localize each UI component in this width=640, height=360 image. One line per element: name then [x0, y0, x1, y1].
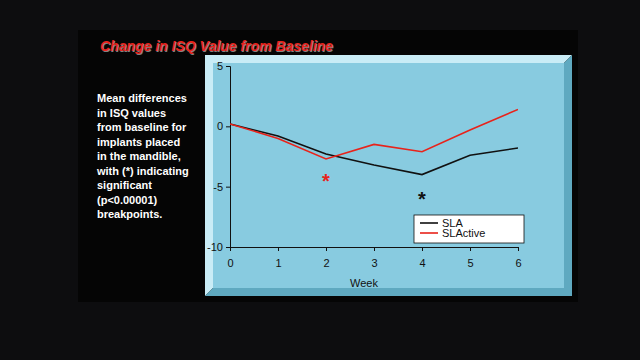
annotation: *: [322, 170, 330, 192]
axis-line: [226, 67, 231, 248]
background: [0, 0, 640, 360]
tick-mark: [226, 247, 230, 248]
tick-label: -10: [207, 241, 223, 253]
x-axis: 0 1 2 3 4 5 6: [227, 247, 521, 269]
tick: 0: [217, 120, 230, 132]
slide: [78, 30, 578, 302]
tick-label: 0: [217, 120, 223, 132]
tick-label: 0: [227, 257, 233, 269]
tick-label: 4: [419, 257, 425, 269]
y-axis: -10 -5 0 5: [207, 60, 230, 253]
subtitle-line: significant: [97, 179, 152, 191]
title-shadow: Change in ISQ Value from Baseline: [101, 39, 334, 55]
tick: 1: [275, 247, 281, 269]
tick: 0: [227, 247, 233, 269]
title: Change in ISQ Value from Baseline: [100, 38, 333, 54]
panel-bevel-light: [205, 55, 572, 296]
tick-label: 1: [275, 257, 281, 269]
tick-mark: [518, 247, 519, 251]
subtitle-line: (p<0.00001): [97, 194, 158, 206]
axis-line: [231, 248, 519, 252]
subtitle-line: breakpoints.: [97, 208, 162, 220]
tick-mark: [226, 66, 230, 67]
tick-mark: [470, 247, 471, 251]
legend-swatch: [420, 232, 438, 234]
subtitle: Mean differences in ISQ values from baseli…: [96, 92, 189, 220]
tick: -10: [207, 241, 230, 253]
tick-label: -5: [213, 181, 223, 193]
chart-root: Change in ISQ Value from BaselineChange …: [0, 0, 640, 360]
tick-mark: [226, 187, 230, 188]
tick: -5: [213, 181, 230, 193]
series-line: [230, 124, 518, 175]
series-line: [230, 109, 518, 158]
tick-label: 2: [323, 257, 329, 269]
tick-label: 3: [371, 257, 377, 269]
tick: 6: [515, 247, 521, 269]
plot-panel: [213, 63, 564, 288]
legend: SLASLActive: [414, 215, 524, 243]
tick-mark: [230, 247, 231, 251]
subtitle-line: Mean differences: [97, 92, 187, 104]
subtitle-line: in ISQ values: [97, 107, 166, 119]
tick-mark: [422, 247, 423, 251]
tick-label: 5: [467, 257, 473, 269]
tick-label: 5: [217, 60, 223, 72]
tick-mark: [226, 126, 230, 127]
plot-area: [230, 109, 518, 174]
tick-mark: [326, 247, 327, 251]
subtitle-line: implants placed: [97, 136, 180, 148]
annotation: *: [418, 188, 426, 210]
subtitle-line: in the mandible,: [97, 150, 181, 162]
panel-bevel-dark: [205, 55, 572, 296]
tick-mark: [374, 247, 375, 251]
tick: 3: [371, 247, 377, 269]
x-axis-label: Week: [350, 277, 378, 289]
subtitle-line: with (*) indicating: [96, 165, 189, 177]
tick-mark: [278, 247, 279, 251]
tick: 5: [467, 247, 473, 269]
subtitle-line: from baseline for: [97, 121, 187, 133]
legend-label: SLActive: [442, 227, 485, 239]
tick: 2: [323, 247, 329, 269]
legend-box: [414, 215, 524, 243]
tick: 5: [217, 60, 230, 72]
tick: 4: [419, 247, 425, 269]
legend-swatch: [420, 222, 438, 224]
tick-label: 6: [515, 257, 521, 269]
